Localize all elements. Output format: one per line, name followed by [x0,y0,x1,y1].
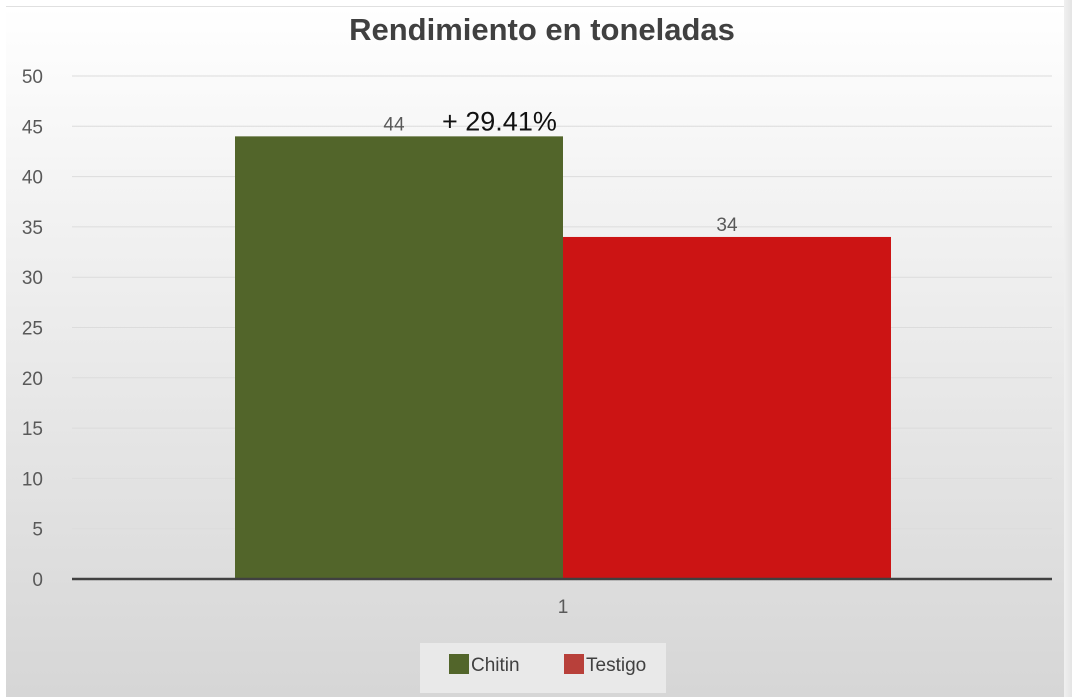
chart-frame: Rendimiento en toneladas 0 5 10 15 20 25 30 35 4… [6,6,1065,697]
y-tick-label: 10 [22,469,43,490]
window-edge [1064,0,1072,697]
y-tick-label: 15 [22,419,43,440]
legend-label-testigo[interactable]: Testigo [586,655,646,676]
bar-chart: Rendimiento en toneladas 0 5 10 15 20 25 30 35 4… [22,12,1052,693]
legend-label-chitin[interactable]: Chitin [471,655,520,676]
legend: Chitin Testigo [449,654,646,676]
y-tick-label: 40 [22,168,43,189]
y-tick-label: 5 [32,520,43,541]
chart-title: Rendimiento en toneladas [349,12,735,47]
y-tick-label: 50 [22,67,43,88]
y-tick-label: 0 [32,570,43,591]
y-tick-label: 20 [22,369,43,390]
y-tick-label: 25 [22,319,43,340]
y-tick-label: 45 [22,117,43,138]
y-tick-label: 30 [22,268,43,289]
legend-swatch-chitin[interactable] [449,654,469,674]
legend-swatch-testigo[interactable] [564,654,584,674]
y-axis-ticks: 0 5 10 15 20 25 30 35 40 45 50 [22,67,43,591]
bar-testigo[interactable] [563,236,891,579]
bars [235,136,891,580]
data-labels: 44 34 [383,114,738,236]
y-tick-label: 35 [22,218,43,239]
percent-increase-annotation: + 29.41% [442,106,557,136]
bar-chitin[interactable] [235,136,563,580]
x-tick-label: 1 [558,597,569,618]
data-label-chitin: 44 [383,114,405,135]
data-label-testigo: 34 [716,215,738,236]
